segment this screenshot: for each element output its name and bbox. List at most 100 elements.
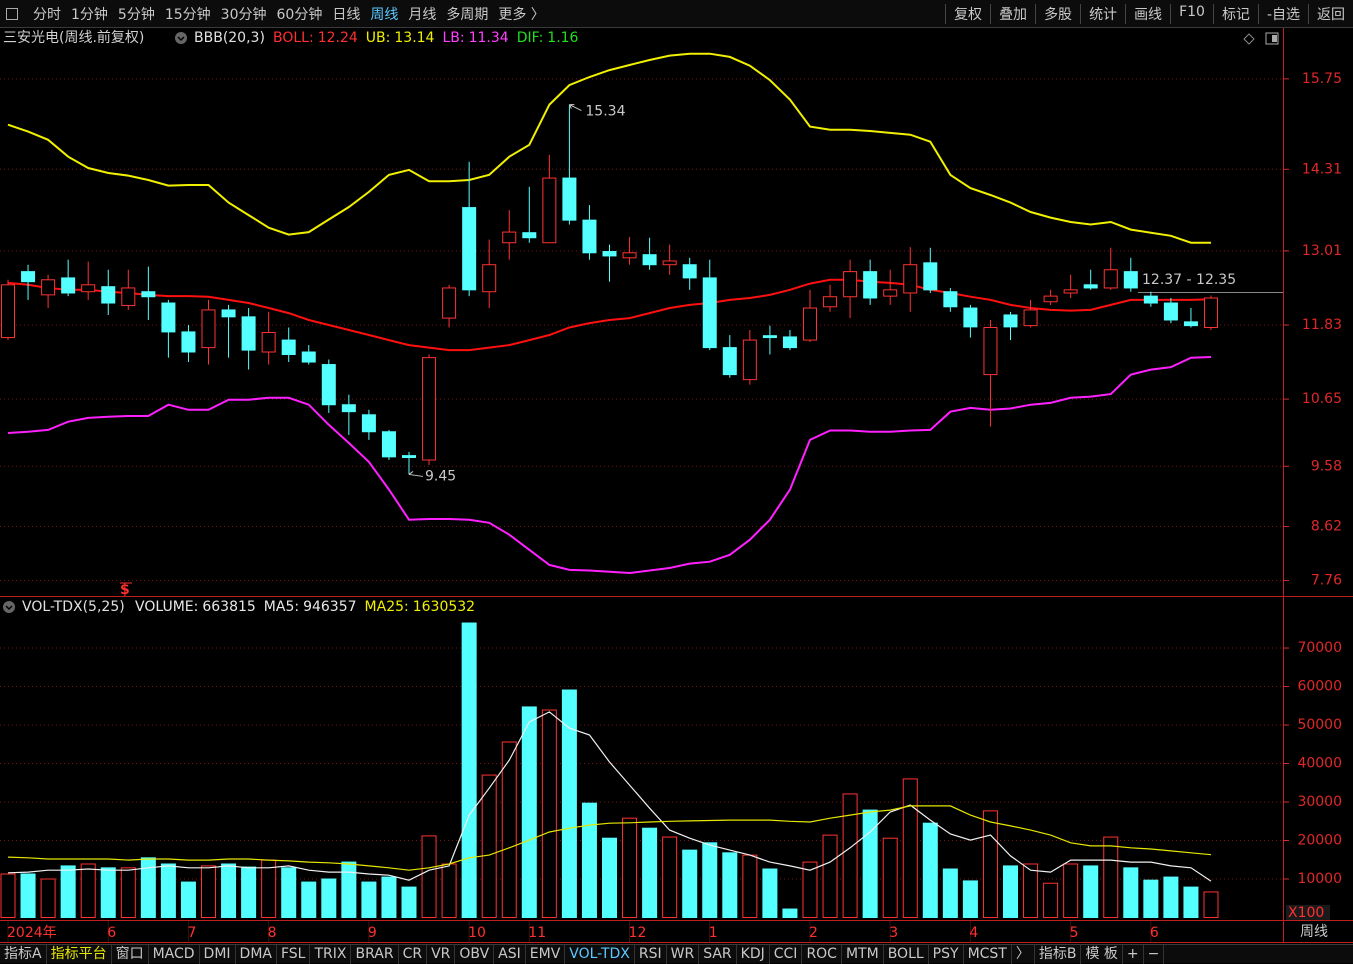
toolbar-button[interactable]: 更多 〉 [498,6,545,23]
volume-bar [1043,882,1059,918]
x-tick-label: 12 [629,925,647,941]
candle-body [341,404,356,413]
indicator-tab[interactable]: FSL [277,944,311,964]
volume-bar [862,809,878,918]
candle-body [602,251,617,257]
volume-bar [962,880,978,919]
indicator-icon[interactable] [175,32,187,44]
indicator-tab[interactable]: DMA [236,944,277,964]
indicator-tab[interactable]: MTM [842,944,884,964]
volume-bar [120,867,136,919]
toolbar-button[interactable]: 1分钟 [71,6,108,23]
toolbar-button[interactable]: 30分钟 [220,6,267,23]
volume-bar [722,852,738,919]
candle-body [1083,284,1098,289]
legend-value: 663815 [202,599,255,615]
volume-bar [742,854,758,919]
indicator-tab[interactable]: VOL-TDX [565,944,635,964]
indicator-tab[interactable]: PSY [929,944,964,964]
candle-body [1023,309,1038,327]
indicator-tab[interactable]: 窗口 [112,944,149,964]
candle-body [261,332,276,353]
indicator-tab[interactable]: 指标A [0,944,47,964]
indicator-tab[interactable]: VR [427,944,456,964]
candle-body [482,264,497,293]
toolbar-button[interactable]: 月线 [408,6,437,23]
volume-bar [441,863,457,918]
volume-bar [822,834,838,918]
indicator-tab[interactable]: BOLL [884,944,929,964]
y-tick-label: 9.58 [1311,458,1342,474]
marker[interactable]: $ [120,582,130,598]
candle-body [1183,321,1198,327]
indicator-tab[interactable]: ASI [494,944,526,964]
indicator-tab[interactable]: RSI [635,944,667,964]
volume-bar [301,881,317,919]
candle-body [943,291,958,308]
indicator-tab[interactable]: 模 板 [1081,944,1123,964]
volume-bar [461,622,477,918]
y-tick-label: 60000 [1297,679,1342,695]
volume-bar [1143,879,1159,918]
indicator-tab[interactable]: EMV [526,944,566,964]
toolbar-button[interactable]: 60分钟 [276,6,323,23]
indicator-tab[interactable]: KDJ [737,944,770,964]
volume-bar [541,709,557,918]
indicator-tab[interactable]: 指标平台 [47,944,112,964]
x-tick-label: 8 [268,925,277,941]
indicator-tab[interactable]: OBV [455,944,495,964]
indicator-tab[interactable]: + [1123,944,1144,964]
indicator-tab[interactable]: SAR [699,944,737,964]
toolbar-button[interactable]: -自选 [1257,3,1308,24]
candle-body [843,271,858,298]
y-tick-label: 8.62 [1311,519,1342,535]
toolbar-button[interactable]: 日线 [332,6,361,23]
toolbar-button[interactable]: 分时 [33,6,61,23]
indicator-tab[interactable]: MACD [149,944,200,964]
candle-body [1003,314,1018,328]
indicator-tab[interactable]: ROC [802,944,842,964]
volume-bar [702,842,718,919]
indicator-tab[interactable]: BRAR [351,944,399,964]
candle-body [402,455,416,458]
diamond-icon[interactable] [1243,33,1255,45]
indicator-tab[interactable]: 〉 [1012,944,1035,964]
y-tick-label: 13.01 [1302,243,1342,259]
toolbar-button[interactable]: 标记 [1212,3,1258,24]
toolbar-button[interactable]: 返回 [1308,3,1353,24]
legend-entry: DIF: 1.16 [517,30,579,46]
indicator-tab[interactable]: 指标B [1035,944,1082,964]
candle-body [722,347,737,376]
menu-icon[interactable] [6,7,18,20]
candle-body [241,316,256,351]
toolbar-left: 分时 1分钟 5分钟 15分钟 30分钟 60分钟 日线 周线 月线 多周期 更多 〉 [28,4,550,24]
toolbar-button[interactable]: 5分钟 [117,6,155,23]
toolbar-button[interactable]: 多周期 [446,6,489,23]
toolbar-button[interactable]: 多股 [1035,3,1080,24]
candle-body [923,262,938,291]
volume-bar [180,881,196,919]
indicator-tab[interactable]: MCST [964,944,1012,964]
toolbar-button[interactable]: 统计 [1080,3,1125,24]
indicator-tab[interactable]: CCI [770,944,803,964]
toolbar-button[interactable]: 叠加 [990,3,1035,24]
indicator-icon[interactable] [3,601,15,613]
candle-body [21,271,36,283]
indicator-tab[interactable]: TRIX [310,944,352,964]
indicator-tab[interactable]: CR [399,944,428,964]
toolbar-button[interactable]: 复权 [945,3,990,24]
indicator-tab[interactable]: WR [667,944,700,964]
toolbar-button[interactable]: 周线 [370,6,399,23]
window-icon[interactable] [1265,32,1279,45]
indicator-name: VOL-TDX(5,25) [22,599,125,615]
toolbar-button[interactable]: F10 [1170,3,1213,24]
toolbar-button[interactable]: 画线 [1125,3,1170,24]
indicator-tab[interactable]: − [1144,944,1165,964]
toolbar-button[interactable]: 15分钟 [164,6,211,23]
band-line [7,52,1211,244]
candle-body [702,277,717,349]
indicator-tab[interactable]: DMI [200,944,236,964]
volume-bar [521,706,537,918]
indicator-icon-glyph [177,36,185,42]
y-tick-label: 14.31 [1302,161,1342,177]
